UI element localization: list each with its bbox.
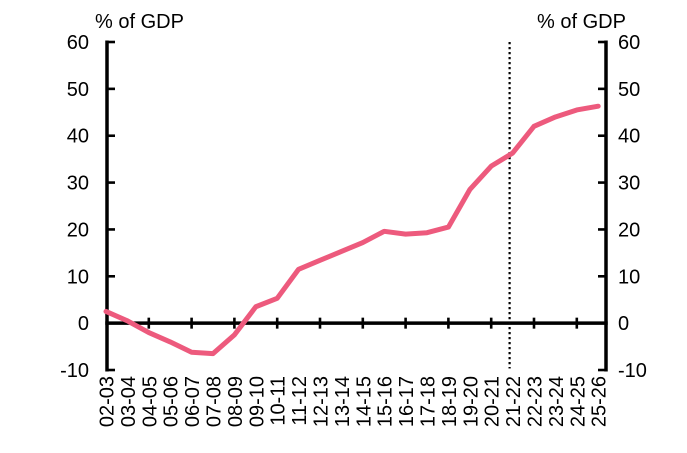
y-tick-label-left: -10	[60, 360, 89, 382]
y-tick-label-right: 60	[618, 32, 640, 54]
x-category-label: 16-17	[396, 376, 418, 427]
x-category-label: 13-14	[332, 376, 354, 427]
right-axis-title: % of GDP	[537, 11, 626, 33]
y-tick-label-right: 10	[618, 266, 640, 288]
x-category-label: 18-19	[439, 376, 461, 427]
x-category-label: 17-18	[418, 376, 440, 427]
x-category-label: 09-10	[246, 376, 268, 427]
x-category-label: 19-20	[460, 376, 482, 427]
x-category-label: 06-07	[182, 376, 204, 427]
y-tick-label-left: 20	[67, 219, 89, 241]
x-category-label: 23-24	[546, 376, 568, 427]
y-tick-label-left: 30	[67, 173, 89, 195]
x-category-label: 20-21	[482, 376, 504, 427]
x-category-label: 10-11	[268, 376, 290, 426]
y-tick-label-right: 20	[618, 219, 640, 241]
x-category-label: 24-25	[567, 376, 589, 427]
x-category-label: 04-05	[139, 376, 161, 427]
x-category-label: 12-13	[311, 376, 333, 427]
y-tick-label-right: 50	[618, 79, 640, 101]
y-tick-label-right: 30	[618, 173, 640, 195]
x-category-label: 14-15	[353, 376, 375, 427]
y-tick-label-right: -10	[618, 360, 647, 382]
x-category-label: 03-04	[118, 376, 140, 427]
x-category-label: 07-08	[204, 376, 226, 427]
y-tick-label-left: 60	[67, 32, 89, 54]
plot-area: 60 60 50 50 40 40 30 30 20 20 10 10 0 0 -10 -10 02-03 03-…	[60, 32, 647, 427]
x-category-label: 08-09	[225, 376, 247, 427]
x-category-label: 25-26	[589, 376, 611, 427]
x-category-label: 11-12	[289, 376, 311, 426]
x-category-label: 02-03	[97, 376, 119, 427]
left-axis-title: % of GDP	[95, 11, 184, 33]
y-tick-label-right: 40	[618, 126, 640, 148]
x-category-label: 22-23	[525, 376, 547, 427]
y-tick-label-right: 0	[618, 313, 629, 335]
y-tick-label-left: 0	[78, 313, 89, 335]
x-category-label: 15-16	[375, 376, 397, 427]
y-tick-label-left: 40	[67, 126, 89, 148]
net-debt-series-line	[103, 103, 601, 357]
y-tick-label-left: 10	[67, 266, 89, 288]
x-category-label: 21-22	[503, 376, 525, 427]
y-tick-label-left: 50	[67, 79, 89, 101]
x-category-label: 05-06	[161, 376, 183, 427]
